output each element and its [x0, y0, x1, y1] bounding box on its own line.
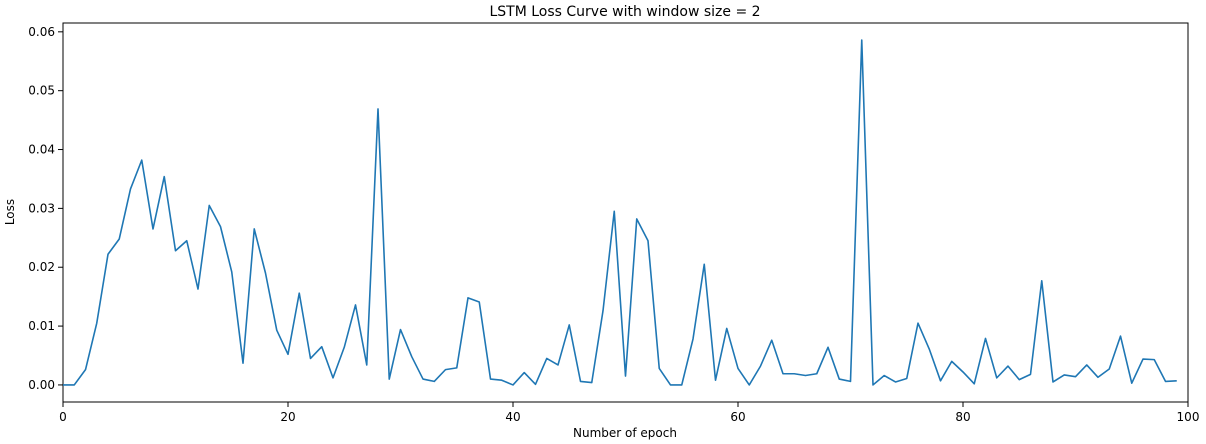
loss-series-line: [63, 39, 1177, 386]
y-axis: 0.00 0.01 0.02 0.03 0.04 0.05 0.06: [28, 25, 63, 392]
y-tick-label: 0.06: [28, 25, 55, 39]
x-tick-label: 0: [59, 410, 67, 424]
series-layer: [63, 39, 1177, 386]
y-tick-label: 0.00: [28, 378, 55, 392]
x-axis-label: Number of epoch: [573, 426, 677, 440]
x-tick-label: 100: [1177, 410, 1200, 424]
x-tick-label: 40: [505, 410, 520, 424]
y-tick-label: 0.01: [28, 319, 55, 333]
x-axis: 0 20 40 60 80 100: [59, 402, 1199, 424]
y-tick-label: 0.03: [28, 201, 55, 215]
y-tick-label: 0.02: [28, 260, 55, 274]
chart-title: LSTM Loss Curve with window size = 2: [489, 4, 760, 20]
y-tick-label: 0.04: [28, 143, 55, 157]
x-tick-label: 80: [955, 410, 970, 424]
x-tick-label: 20: [280, 410, 295, 424]
plot-frame: [62, 22, 1189, 403]
y-axis-label: Loss: [3, 199, 17, 225]
plot-area: [62, 22, 1189, 403]
y-tick-label: 0.05: [28, 84, 55, 98]
x-tick-label: 60: [730, 410, 745, 424]
